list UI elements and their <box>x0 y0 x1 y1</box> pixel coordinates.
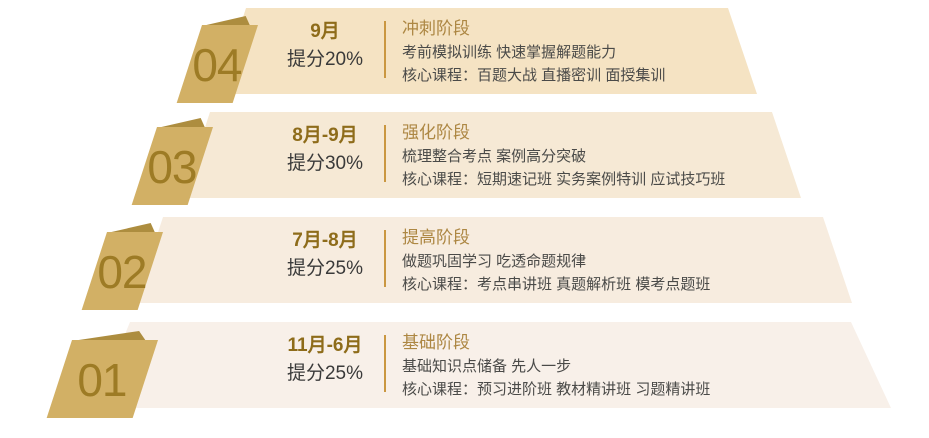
stage-title: 冲刺阶段 <box>402 19 470 38</box>
stage-period: 7月-8月 <box>292 230 358 251</box>
stage-band <box>95 322 891 408</box>
badge-fold-decoration <box>107 223 156 233</box>
stage-score: 提分25% <box>286 258 364 279</box>
stage-period: 8月-9月 <box>292 125 358 146</box>
stage-title: 基础阶段 <box>402 333 470 352</box>
stage-description: 基础知识点储备 先人一步 <box>402 358 572 375</box>
stage-period: 9月 <box>310 21 340 42</box>
stage-band <box>218 8 757 94</box>
divider-line <box>384 125 386 182</box>
stage-title: 提高阶段 <box>402 228 470 247</box>
stage-courses: 核心课程：百题大战 直播密训 面授集训 <box>402 67 666 84</box>
stage-title: 强化阶段 <box>402 123 470 142</box>
stage-number: 02 <box>97 246 147 298</box>
stage-period: 11月-6月 <box>287 335 363 356</box>
stage-number: 04 <box>192 39 242 91</box>
divider-line <box>384 230 386 287</box>
stage-score: 提分30% <box>286 153 364 174</box>
badge-fold-decoration <box>202 16 251 26</box>
badge-fold-decoration <box>72 331 146 341</box>
stage-description: 梳理整合考点 案例高分突破 <box>402 148 587 165</box>
stage-courses: 核心课程：考点串讲班 真题解析班 模考点题班 <box>402 276 711 293</box>
stage-description: 做题巩固学习 吃透命题规律 <box>402 253 587 270</box>
divider-line <box>384 21 386 78</box>
stage-score: 提分20% <box>286 49 364 70</box>
stage-score: 提分25% <box>286 363 364 384</box>
stage-description: 考前模拟训练 快速掌握解题能力 <box>402 44 617 61</box>
stage-courses: 核心课程：短期速记班 实务案例特训 应试技巧班 <box>402 171 726 188</box>
divider-line <box>384 335 386 392</box>
stage-band <box>182 112 801 198</box>
badge-fold-decoration <box>157 118 206 128</box>
stage-courses: 核心课程：预习进阶班 教材精讲班 习题精讲班 <box>402 381 711 398</box>
stage-number: 03 <box>147 141 197 193</box>
stage-number: 01 <box>77 354 127 406</box>
stage-band <box>135 217 852 303</box>
